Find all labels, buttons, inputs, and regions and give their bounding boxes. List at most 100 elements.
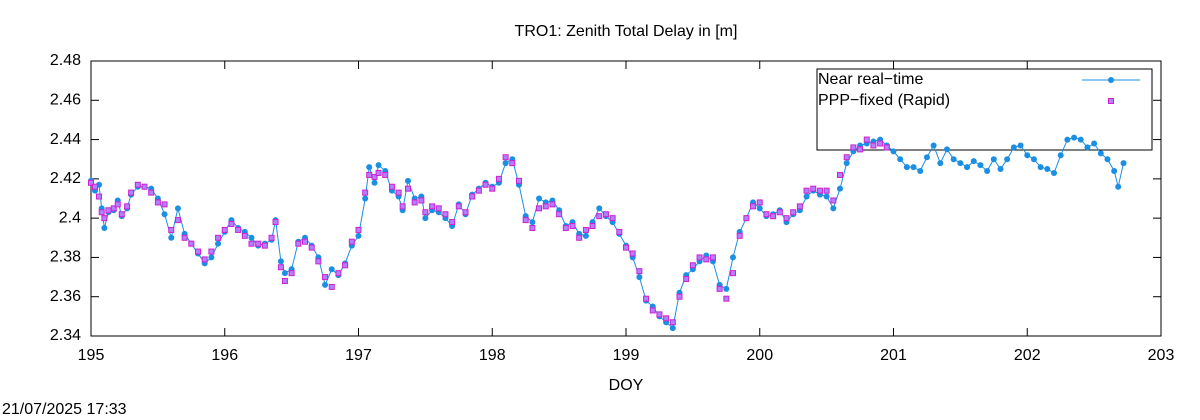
marker	[1104, 156, 1111, 163]
marker	[596, 213, 603, 220]
marker	[168, 226, 175, 233]
marker	[582, 226, 589, 233]
marker	[502, 154, 509, 161]
marker	[1004, 156, 1011, 163]
marker	[462, 209, 469, 216]
x-tick-label: 196	[211, 347, 238, 364]
marker	[114, 201, 121, 208]
marker	[509, 160, 516, 167]
marker	[315, 258, 322, 265]
x-tick-label: 199	[613, 347, 640, 364]
x-tick-label: 201	[880, 347, 907, 364]
marker	[770, 213, 777, 220]
marker	[168, 234, 175, 241]
marker	[161, 201, 168, 208]
marker	[837, 171, 843, 178]
marker	[536, 205, 543, 212]
marker	[195, 248, 201, 255]
marker	[582, 232, 589, 239]
marker	[366, 171, 373, 178]
marker	[803, 193, 810, 200]
marker	[810, 185, 817, 192]
marker	[101, 224, 108, 231]
marker	[435, 205, 442, 212]
marker	[763, 211, 770, 218]
marker	[422, 209, 429, 216]
marker	[830, 197, 837, 204]
marker	[990, 156, 997, 163]
marker	[883, 144, 890, 151]
marker	[643, 295, 650, 302]
marker	[843, 160, 850, 167]
marker	[1071, 134, 1078, 141]
marker	[910, 164, 917, 171]
marker	[362, 195, 369, 202]
marker	[355, 226, 362, 233]
legend-marker	[1108, 98, 1114, 104]
marker	[877, 140, 884, 147]
marker	[281, 278, 288, 284]
marker	[850, 144, 857, 151]
marker	[215, 234, 222, 241]
marker	[277, 264, 284, 271]
marker	[923, 154, 930, 161]
marker	[1091, 140, 1098, 147]
legend-label: PPP−fixed (Rapid)	[818, 92, 950, 109]
marker	[128, 189, 135, 196]
marker	[529, 224, 536, 231]
marker	[272, 219, 279, 226]
marker	[228, 221, 235, 228]
y-tick-label: 2.46	[50, 92, 81, 109]
marker	[322, 281, 329, 288]
marker	[1097, 150, 1104, 157]
marker	[723, 295, 730, 302]
marker	[161, 211, 168, 218]
marker	[830, 205, 837, 212]
marker	[516, 177, 522, 184]
marker	[549, 201, 556, 208]
marker	[756, 199, 763, 206]
marker	[750, 203, 757, 210]
marker	[730, 270, 736, 277]
x-tick-label: 202	[1014, 347, 1041, 364]
marker	[105, 207, 112, 214]
marker	[984, 168, 991, 174]
marker	[404, 185, 411, 192]
y-tick-label: 2.44	[50, 131, 81, 148]
marker	[783, 215, 790, 222]
marker	[709, 254, 716, 261]
x-tick-label: 200	[746, 347, 773, 364]
marker	[235, 226, 242, 233]
marker	[261, 242, 268, 249]
marker	[1120, 160, 1127, 167]
y-tick-label: 2.38	[50, 249, 81, 266]
marker	[141, 183, 148, 190]
marker	[930, 142, 937, 149]
marker	[596, 205, 603, 212]
marker	[964, 164, 971, 171]
marker	[823, 193, 830, 200]
marker	[890, 148, 897, 155]
marker	[1030, 156, 1037, 163]
marker	[288, 270, 295, 277]
marker	[154, 199, 161, 206]
marker	[589, 223, 596, 229]
marker	[823, 187, 830, 194]
x-tick-label: 203	[1148, 347, 1175, 364]
marker	[977, 162, 984, 169]
marker	[616, 228, 623, 235]
marker	[696, 254, 703, 261]
marker	[96, 193, 103, 200]
marker	[602, 211, 609, 218]
marker	[863, 136, 870, 143]
marker	[944, 146, 950, 153]
y-tick-label: 2.36	[50, 288, 81, 305]
marker	[1037, 164, 1044, 171]
marker	[542, 203, 549, 210]
marker	[148, 189, 155, 196]
marker	[88, 179, 94, 186]
marker	[669, 325, 676, 332]
marker	[322, 274, 329, 281]
marker	[422, 215, 429, 222]
legend-marker	[1108, 77, 1114, 83]
